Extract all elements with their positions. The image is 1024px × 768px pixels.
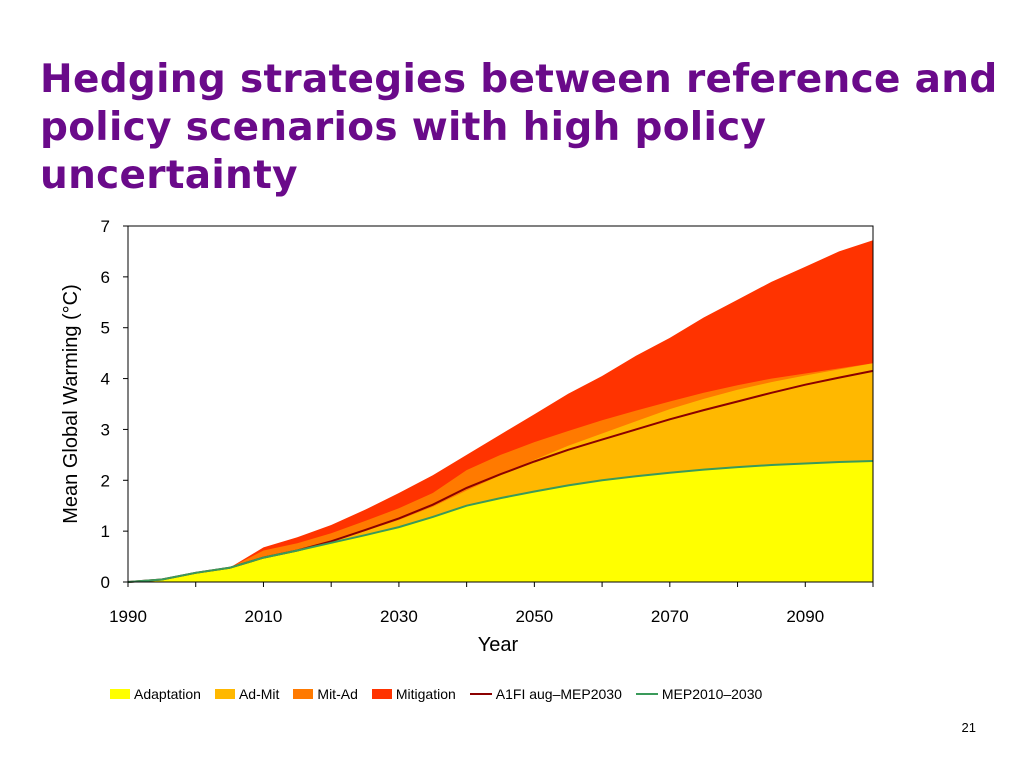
- y-tick-label: 2: [101, 471, 110, 490]
- legend-label-mit-ad: Mit-Ad: [317, 686, 358, 702]
- legend-swatch-mitigation: [371, 689, 392, 699]
- y-tick-label: 4: [101, 370, 110, 389]
- legend-item-adaptation: Adaptation: [110, 686, 201, 702]
- chart-lines: [127, 369, 874, 583]
- legend-swatch-adaptation: [110, 689, 130, 699]
- x-axis-label: Year: [478, 634, 519, 656]
- legend-label-mitigation: Mitigation: [395, 686, 456, 702]
- legend-label-ad-mit: Ad-Mit: [238, 686, 280, 702]
- y-tick-label: 0: [101, 573, 110, 592]
- legend-item-ad-mit: Ad-Mit: [214, 686, 280, 702]
- y-tick-label: 1: [101, 522, 110, 541]
- x-tick-label: 1990: [109, 607, 147, 626]
- slide-title: Hedging strategies between reference and…: [40, 57, 998, 198]
- x-tick-label: 2070: [651, 607, 689, 626]
- x-axis: 1990 2010 2030 2050 2070 2090: [109, 582, 874, 626]
- x-tick-label: 2030: [380, 607, 418, 626]
- y-tick-label: 7: [101, 217, 110, 236]
- x-tick-label: 2090: [786, 607, 824, 626]
- legend-swatch-mit-ad: [293, 689, 314, 699]
- warming-chart: 0 1 2 3 4 5 6 7 1990 2010 2030 2050 2070 2090 Year M…: [60, 217, 874, 656]
- legend-item-mit-ad: Mit-Ad: [293, 686, 358, 702]
- legend-item-mitigation: Mitigation: [371, 686, 456, 702]
- legend-label-mep: MEP2010–2030: [661, 686, 763, 702]
- x-tick-label: 2010: [245, 607, 283, 626]
- legend-item-a1fi: A1FI aug–MEP2030: [469, 686, 622, 702]
- line-mep2010-2030: [127, 460, 874, 583]
- y-axis-label: Mean Global Warming (°C): [60, 284, 82, 524]
- legend-item-mep: MEP2010–2030: [635, 686, 763, 702]
- legend-label-adaptation: Adaptation: [134, 686, 201, 702]
- y-tick-label: 6: [101, 268, 110, 287]
- y-axis: 0 1 2 3 4 5 6 7: [101, 217, 128, 592]
- chart-areas: [128, 240, 873, 582]
- page-number: 21: [961, 720, 976, 735]
- y-tick-label: 5: [101, 319, 110, 338]
- legend-label-a1fi: A1FI aug–MEP2030: [495, 686, 622, 702]
- legend-swatch-ad-mit: [214, 689, 235, 699]
- plot-frame: [127, 225, 874, 583]
- area-adaptation: [128, 461, 873, 582]
- chart-legend: Adaptation Ad-Mit Mit-Ad Mitigation A1FI…: [110, 686, 776, 702]
- x-tick-label: 2050: [515, 607, 553, 626]
- y-tick-label: 3: [101, 420, 110, 439]
- legend-line-a1fi: [469, 693, 492, 695]
- legend-line-mep: [635, 693, 658, 695]
